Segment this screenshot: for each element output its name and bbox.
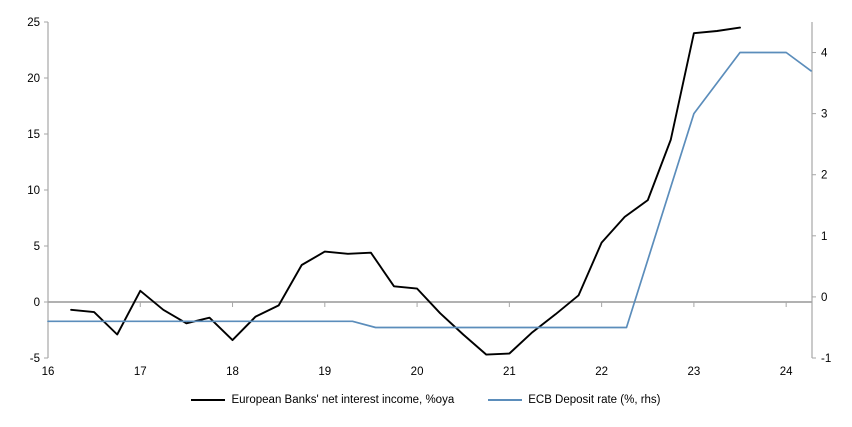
legend-label-nii: European Banks' net interest income, %oy…: [231, 394, 455, 406]
x-tick-label: 21: [503, 366, 516, 378]
left-tick-label: 25: [27, 17, 40, 29]
x-axis: 16 17 18 19 20 21 22 23 24: [42, 302, 793, 378]
left-tick-label: 5: [34, 241, 40, 253]
legend: European Banks' net interest income, %oy…: [0, 394, 852, 406]
right-tick-label: -1: [821, 353, 831, 365]
left-tick-label: 10: [27, 185, 40, 197]
right-tick-label: 1: [821, 231, 827, 243]
right-tick-label: 2: [821, 170, 827, 182]
right-tick-label: 4: [821, 48, 828, 60]
x-tick-label: 22: [595, 366, 608, 378]
series-lines: [47, 26, 812, 356]
y-axis-right: -1 0 1 2 3 4: [811, 22, 831, 365]
x-tick-label: 23: [687, 366, 700, 378]
y-axis-left: -5 0 5 10 15 20 25: [27, 17, 49, 365]
x-tick-label: 18: [226, 366, 239, 378]
left-tick-label: 20: [27, 73, 40, 85]
x-tick-label: 20: [411, 366, 424, 378]
right-tick-label: 0: [821, 292, 827, 304]
x-tick-label: 16: [42, 366, 55, 378]
x-tick-label: 19: [318, 366, 331, 378]
right-tick-label: 3: [821, 109, 827, 121]
left-tick-label: -5: [30, 353, 40, 365]
blue-line-sample-icon: [488, 399, 523, 401]
legend-entry-nii: European Banks' net interest income, %oy…: [191, 394, 454, 406]
legend-entry-ecb: ECB Deposit rate (%, rhs): [488, 394, 661, 406]
legend-label-ecb: ECB Deposit rate (%, rhs): [528, 394, 661, 406]
left-tick-label: 15: [27, 129, 40, 141]
series-line-1: [47, 51, 812, 329]
series-line-0: [70, 26, 741, 356]
black-line-sample-icon: [191, 399, 226, 401]
x-tick-label: 24: [780, 366, 793, 378]
x-tick-label: 17: [134, 366, 147, 378]
left-tick-label: 0: [34, 297, 40, 309]
